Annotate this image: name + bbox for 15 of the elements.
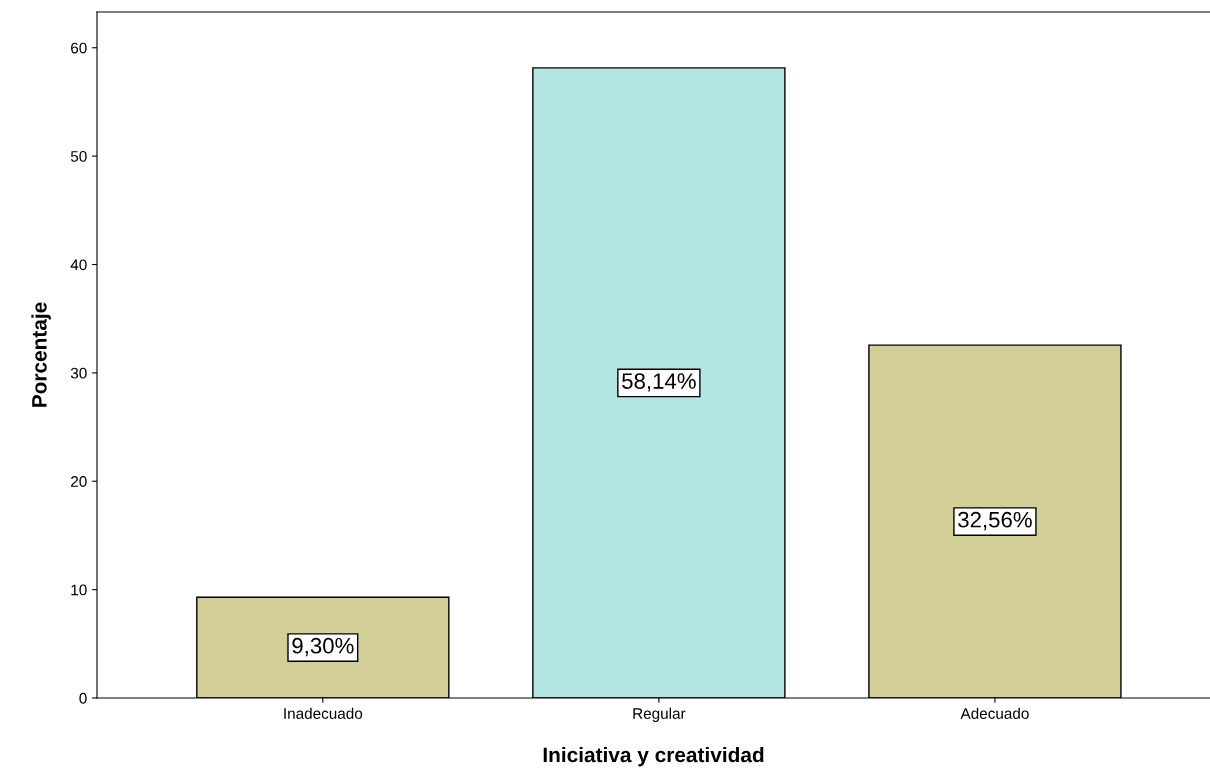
data-label: 32,56%	[958, 511, 1032, 531]
y-tick-label: 0	[79, 692, 87, 704]
x-axis-title: Iniciativa y creatividad	[543, 746, 764, 767]
x-tick-label: Regular	[633, 707, 686, 722]
y-tick-label: 50	[70, 151, 87, 162]
y-tick-label: 40	[70, 259, 87, 271]
y-tick-label: 30	[70, 367, 87, 379]
y-axis-title: Porcentaje	[31, 302, 51, 407]
y-tick-label: 20	[71, 476, 87, 487]
y-tick-label: 60	[71, 42, 87, 54]
y-tick-label: 10	[71, 584, 87, 596]
data-label: 58,14%	[622, 373, 696, 392]
x-tick-label: Inadecuado	[284, 707, 363, 719]
x-tick-label: Adecuado	[960, 707, 1029, 719]
data-label: 9,30%	[292, 637, 354, 657]
